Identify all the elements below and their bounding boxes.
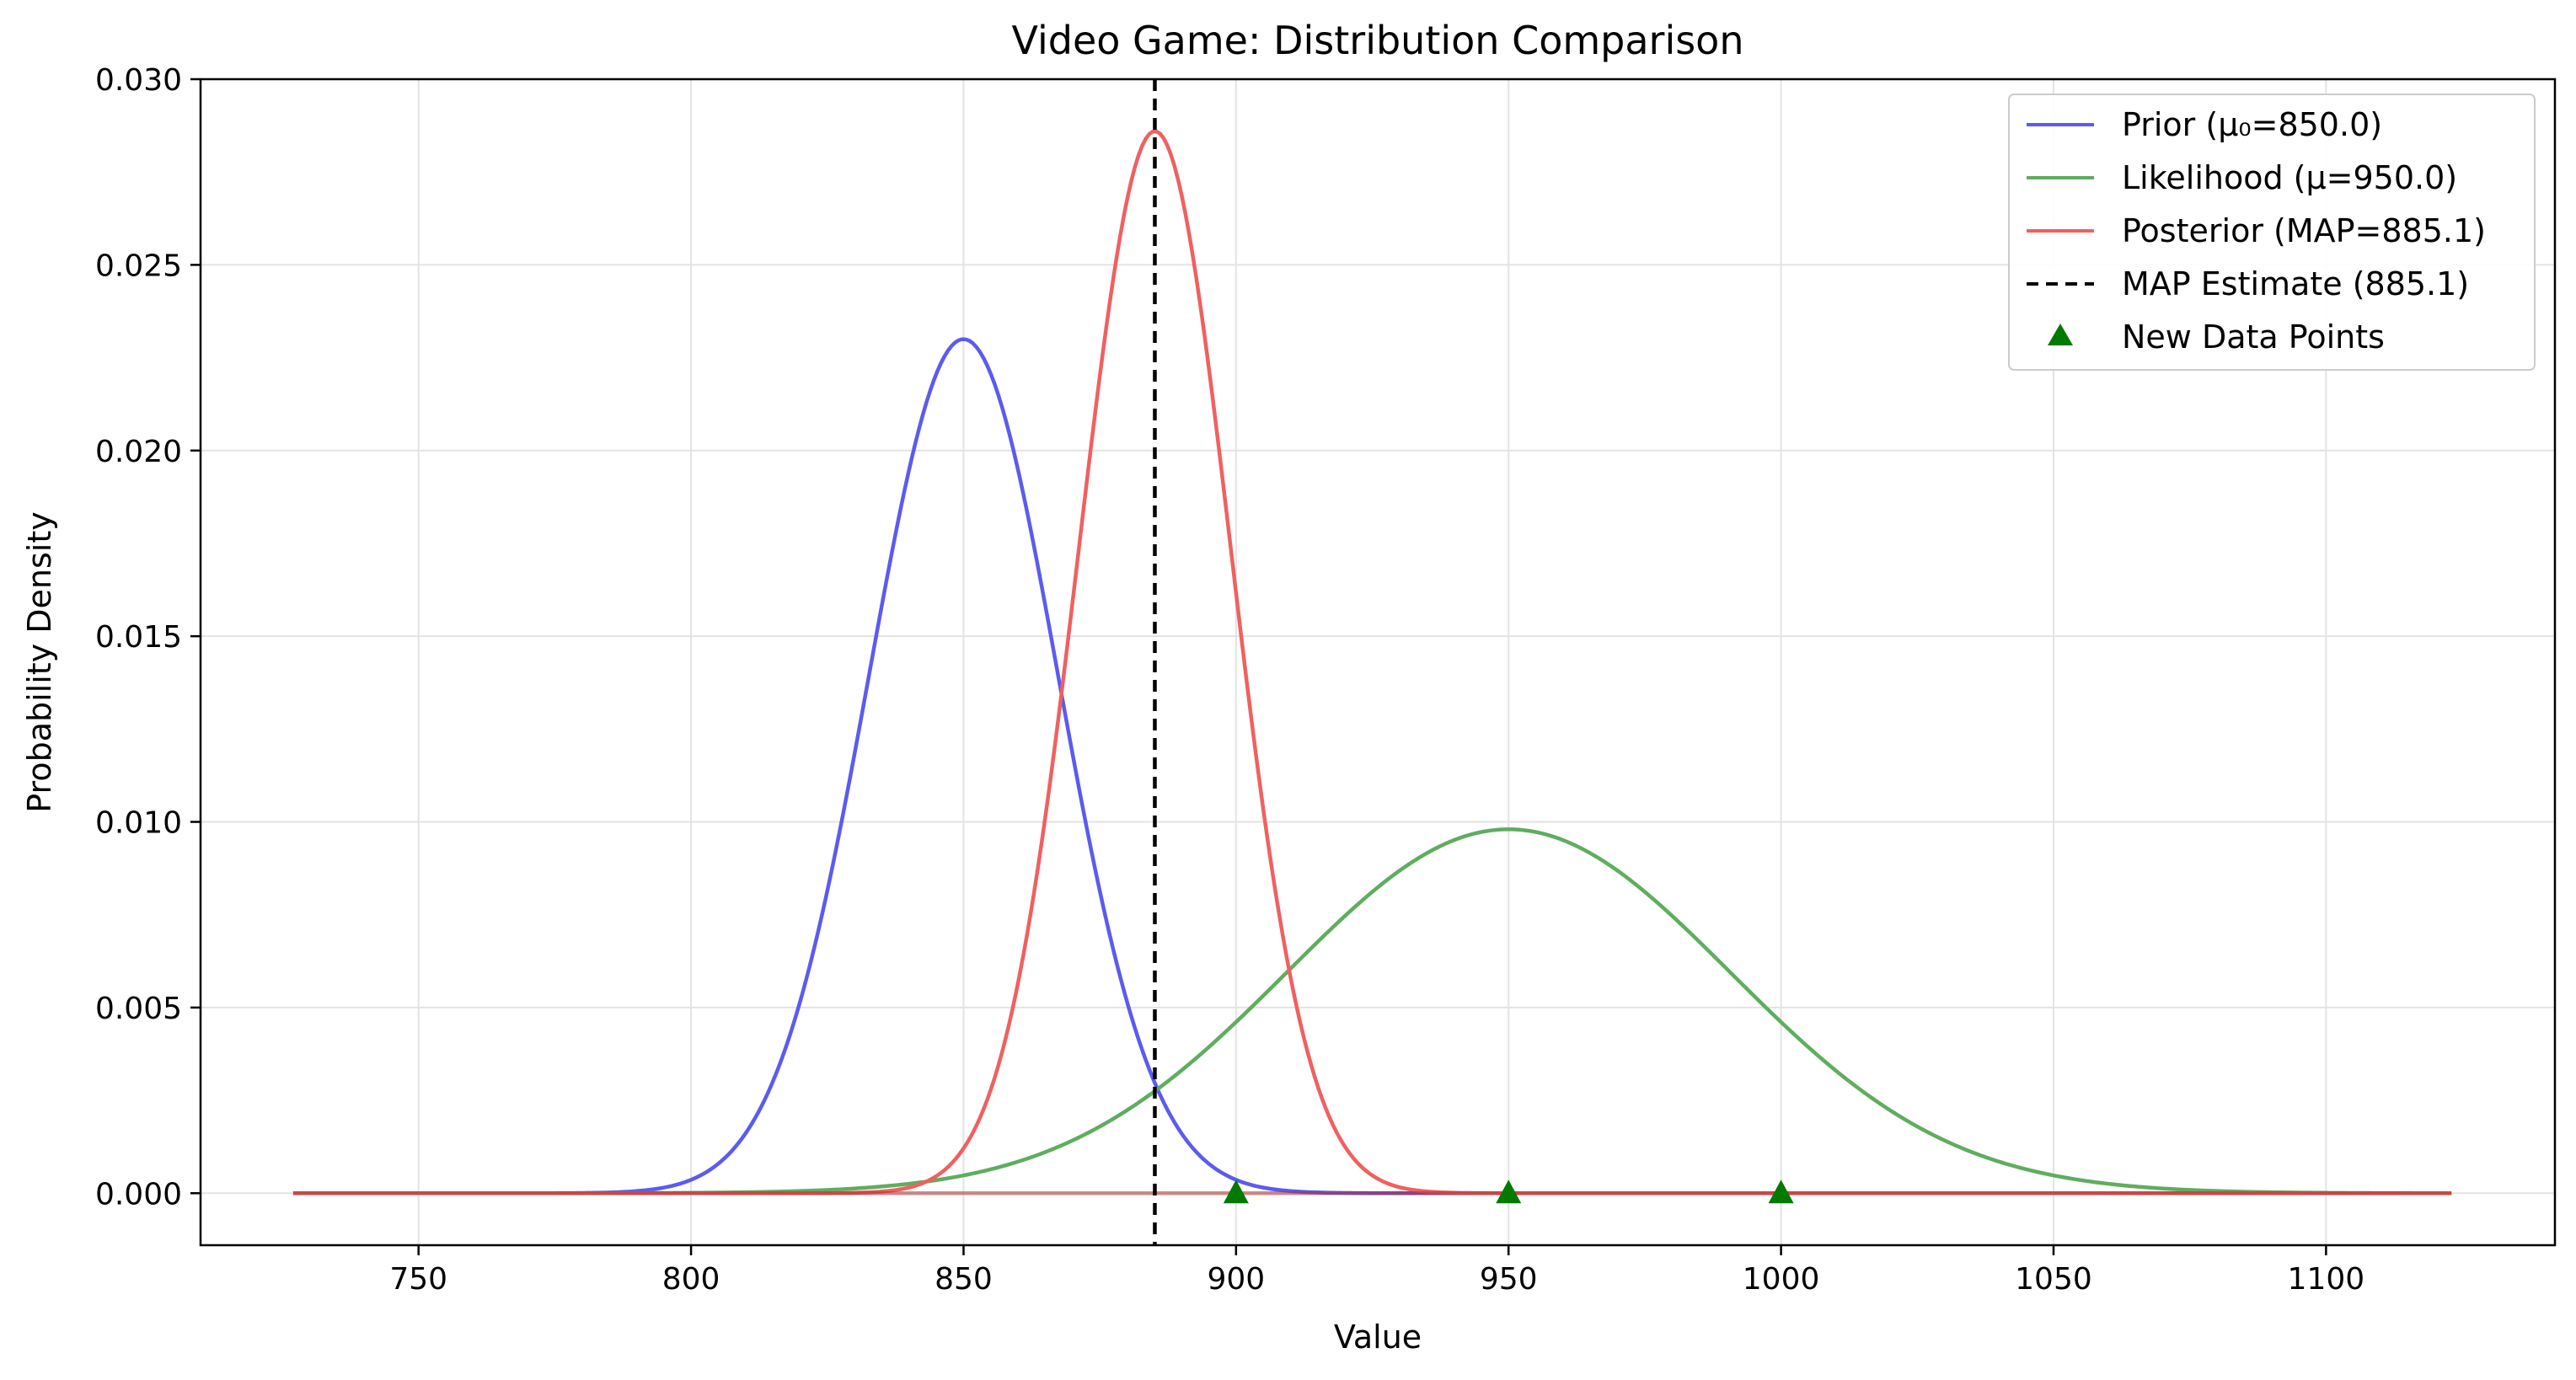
y-tick-label: 0.025 <box>95 249 182 283</box>
x-tick-label: 750 <box>389 1262 447 1297</box>
x-tick-label: 1000 <box>1743 1262 1820 1297</box>
data-point-marker <box>1223 1179 1249 1204</box>
legend-map-label: MAP Estimate (885.1) <box>2122 265 2469 302</box>
x-axis-label: Value <box>1334 1318 1422 1356</box>
x-axis: 750 800 850 900 950 1000 1050 1100 <box>389 1245 2364 1297</box>
legend-likelihood-label: Likelihood (μ=950.0) <box>2122 159 2457 196</box>
legend-posterior-label: Posterior (MAP=885.1) <box>2122 212 2486 249</box>
series-line-likelihood <box>292 827 2452 1195</box>
data-point-marker <box>1768 1179 1794 1204</box>
axes-frame <box>199 78 2557 1247</box>
x-tick-label: 900 <box>1207 1262 1265 1297</box>
x-tick-label: 950 <box>1480 1262 1538 1297</box>
y-tick-label: 0.030 <box>95 63 182 98</box>
x-tick-label: 850 <box>935 1262 993 1297</box>
y-tick-label: 0.010 <box>95 806 182 841</box>
x-tick-label: 800 <box>662 1262 720 1297</box>
data-point-marker <box>1496 1179 1522 1204</box>
y-tick-label: 0.015 <box>95 620 182 655</box>
plot-area <box>292 79 2452 1245</box>
legend-prior-label: Prior (μ₀=850.0) <box>2122 106 2382 143</box>
chart-title: Video Game: Distribution Comparison <box>1012 18 1744 63</box>
y-tick-label: 0.005 <box>95 992 182 1026</box>
series-line-prior <box>292 337 2452 1195</box>
legend-data-points-marker <box>2048 324 2073 345</box>
y-tick-label: 0.000 <box>95 1177 182 1212</box>
legend: Prior (μ₀=850.0) Likelihood (μ=950.0) Po… <box>2008 94 2536 371</box>
legend-box <box>2008 94 2536 371</box>
y-axis: 0.000 0.005 0.010 0.015 0.020 0.025 0.030 <box>95 63 201 1212</box>
y-axis-label: Probability Density <box>21 511 58 812</box>
y-tick-label: 0.020 <box>95 435 182 469</box>
x-tick-label: 1100 <box>2288 1262 2365 1297</box>
legend-data-points-label: New Data Points <box>2122 318 2385 356</box>
x-tick-label: 1050 <box>2015 1262 2092 1297</box>
